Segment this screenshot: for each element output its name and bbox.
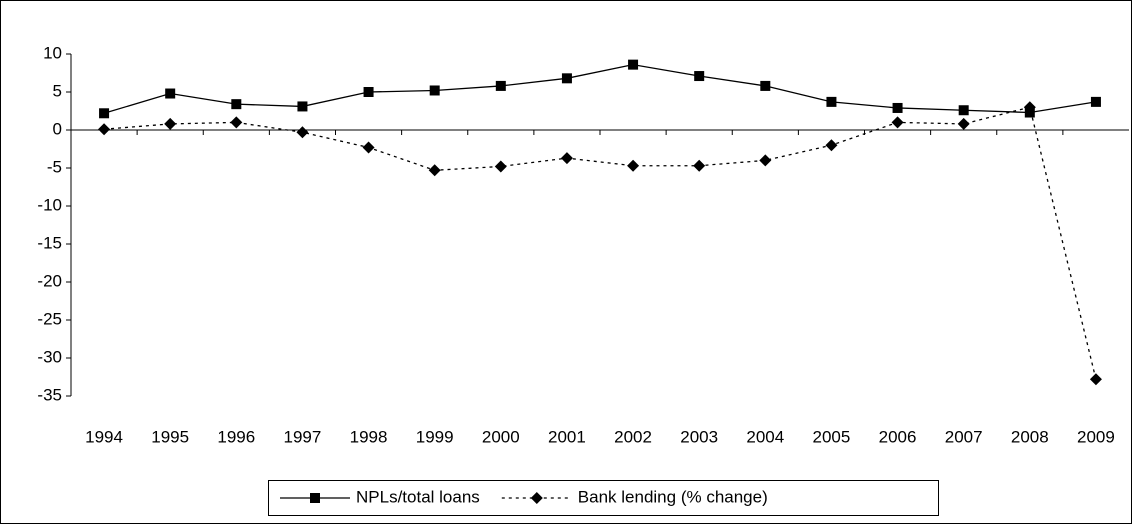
marker: [561, 73, 572, 84]
marker: [958, 105, 969, 116]
marker: [1023, 101, 1036, 114]
marker: [363, 87, 374, 97]
y-tick-label: 5: [53, 81, 62, 100]
marker: [627, 159, 640, 172]
marker: [892, 102, 903, 113]
x-tick-label: 1995: [151, 427, 189, 446]
x-tick-label: 2003: [680, 427, 718, 446]
y-tick-label: 0: [53, 119, 62, 138]
marker: [759, 154, 772, 167]
marker: [165, 88, 176, 99]
legend-label: Bank lending (% change): [578, 487, 768, 506]
marker: [495, 80, 506, 91]
x-tick-label: 2004: [746, 427, 784, 446]
marker: [362, 141, 375, 154]
marker: [1090, 96, 1101, 107]
x-tick-label: 1998: [350, 427, 388, 446]
marker: [825, 139, 838, 152]
x-tick-label: 2002: [614, 427, 652, 446]
marker: [428, 164, 441, 177]
marker: [1089, 373, 1102, 386]
marker: [891, 116, 904, 129]
marker: [297, 101, 308, 112]
y-tick-label: -15: [37, 233, 62, 252]
y-tick-label: -20: [37, 271, 62, 290]
marker: [429, 85, 440, 96]
x-tick-label: 1999: [416, 427, 454, 446]
marker: [310, 493, 320, 503]
marker: [693, 159, 706, 172]
marker: [98, 123, 111, 136]
y-tick-label: -25: [37, 309, 62, 328]
marker: [826, 96, 837, 107]
x-tick-label: 1997: [284, 427, 322, 446]
y-tick-label: -30: [37, 347, 62, 366]
marker: [231, 99, 242, 110]
marker: [230, 116, 243, 129]
y-tick-label: -35: [37, 385, 62, 404]
x-tick-label: 2009: [1077, 427, 1115, 446]
series-line: [103, 63, 1097, 114]
y-tick-label: -5: [47, 157, 62, 176]
marker: [296, 126, 309, 139]
y-tick-label: 10: [43, 43, 62, 62]
marker: [760, 80, 771, 91]
marker: [560, 152, 573, 165]
x-tick-label: 2005: [813, 427, 851, 446]
marker: [164, 117, 177, 130]
marker: [99, 108, 110, 119]
x-tick-label: 1994: [85, 427, 123, 446]
x-tick-label: 2006: [879, 427, 917, 446]
x-tick-label: 2001: [548, 427, 586, 446]
marker: [494, 160, 507, 173]
marker: [628, 59, 639, 70]
x-tick-label: 1996: [217, 427, 255, 446]
marker: [694, 71, 705, 82]
marker: [957, 117, 970, 130]
marker: [530, 492, 543, 504]
legend-label: NPLs/total loans: [356, 487, 480, 506]
x-tick-label: 2007: [945, 427, 983, 446]
x-tick-label: 2008: [1011, 427, 1049, 446]
legend-box: [268, 480, 939, 516]
y-tick-label: -10: [37, 195, 62, 214]
x-tick-label: 2000: [482, 427, 520, 446]
